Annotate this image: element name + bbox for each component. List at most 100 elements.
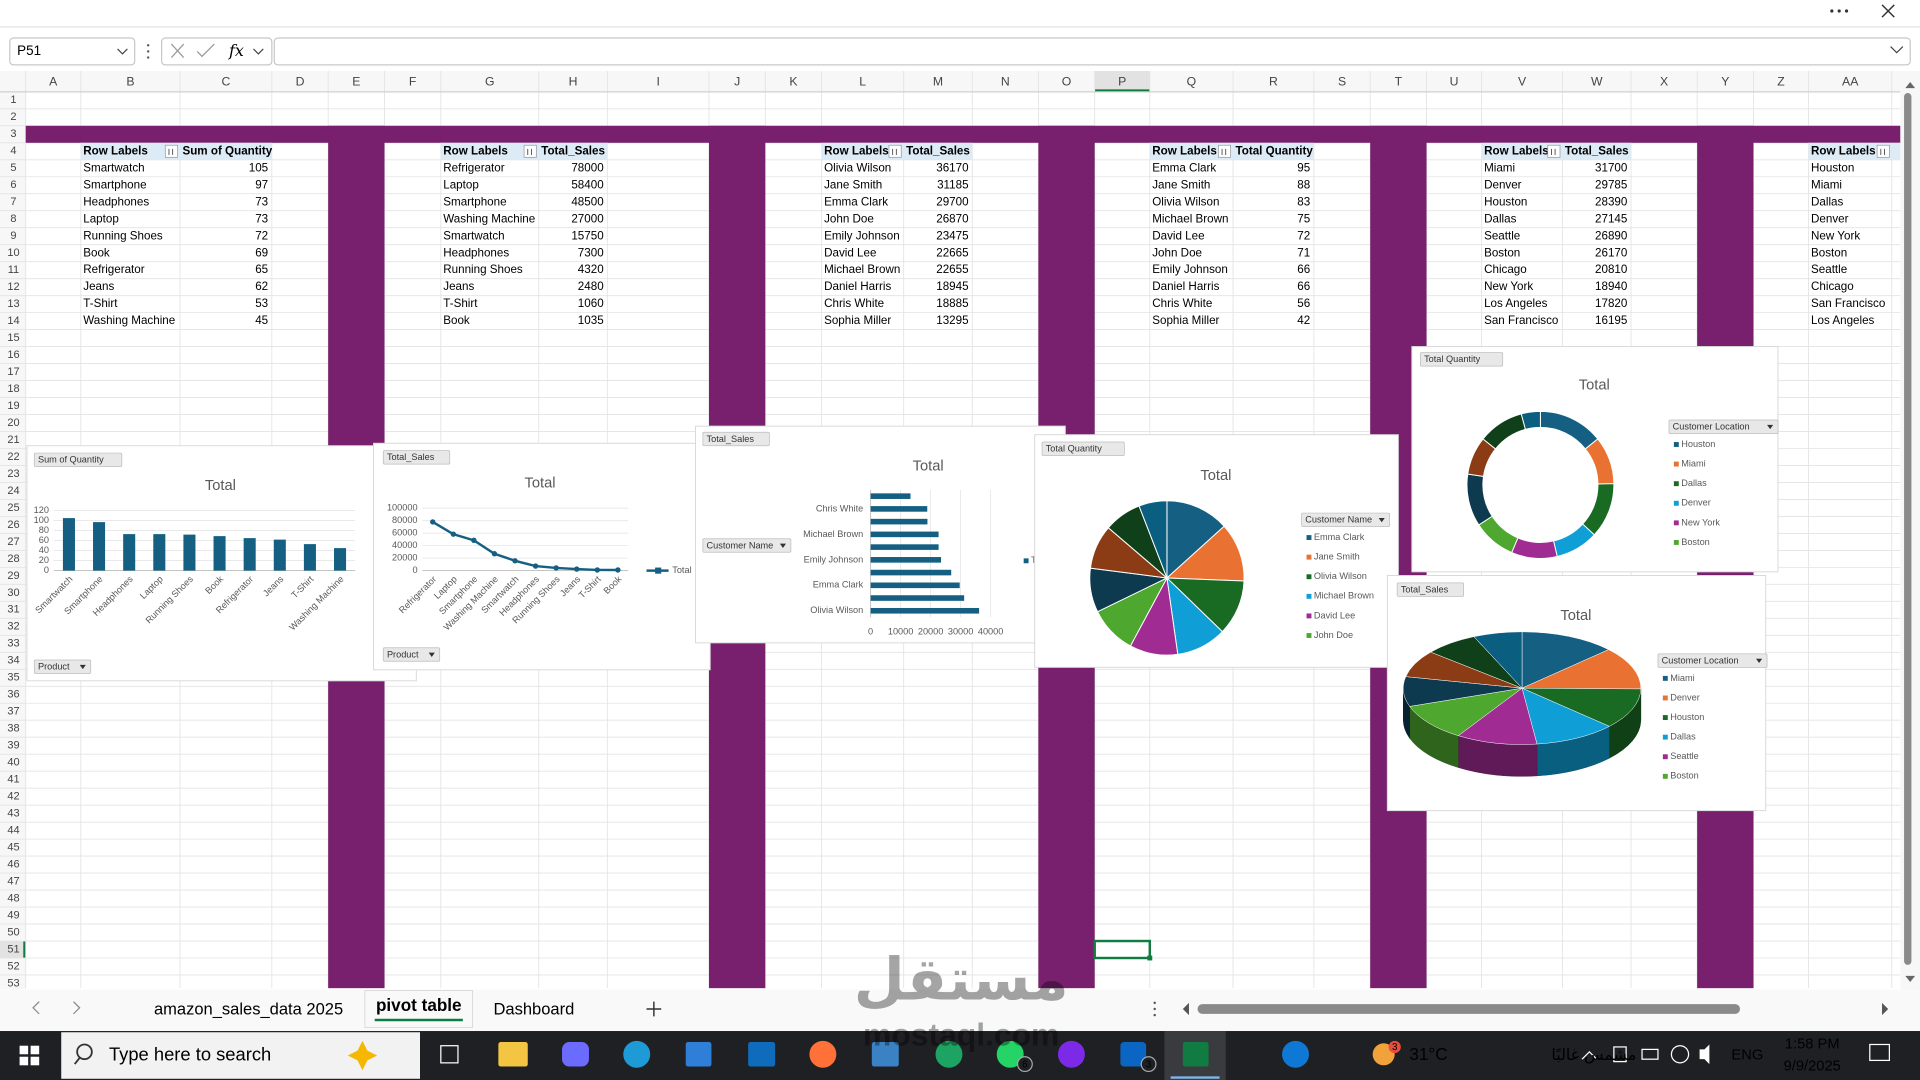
linkedin-icon[interactable] <box>1120 1042 1147 1067</box>
chrome-icon[interactable] <box>935 1040 963 1068</box>
pivot-filter-button[interactable] <box>164 144 178 158</box>
clock-date[interactable]: 9/9/2025 <box>1784 1058 1841 1074</box>
field-button[interactable] <box>1301 512 1391 527</box>
pivot-row-label: Boston <box>1484 246 1520 259</box>
pivot-value: 28390 <box>1595 195 1628 208</box>
sheet-tab[interactable]: Dashboard <box>493 1000 574 1019</box>
bar <box>870 569 952 576</box>
row-number: 30 <box>7 587 19 599</box>
pivot-filter-arrow <box>1880 148 1885 156</box>
row-number: 29 <box>7 570 19 582</box>
line-marker <box>574 566 580 572</box>
pivot-row-label: John Doe <box>824 212 874 225</box>
field-button[interactable] <box>1420 352 1504 367</box>
formula-input[interactable] <box>273 37 1911 66</box>
pivot-value: 72 <box>1297 229 1310 242</box>
field-button[interactable] <box>33 659 92 674</box>
x-tick-label: 20000 <box>918 626 944 636</box>
pivot-row-label: Dallas <box>1811 195 1843 208</box>
clock-time[interactable]: 1:58 PM <box>1785 1036 1840 1052</box>
cancel-icon[interactable] <box>170 43 185 58</box>
field-button-label: Customer Location <box>1673 422 1750 432</box>
edge-icon[interactable] <box>623 1040 651 1068</box>
firefox-icon[interactable] <box>809 1040 837 1068</box>
pivot-value: 45 <box>255 314 268 327</box>
field-button[interactable] <box>382 647 441 662</box>
column-letter: S <box>1338 74 1346 88</box>
chart-area[interactable] <box>372 442 711 671</box>
h-scroll-thumb[interactable] <box>1197 1004 1740 1014</box>
row-number: 12 <box>7 281 19 293</box>
pivot-filter-button[interactable] <box>523 144 537 158</box>
y-tick-label: 0 <box>44 565 49 575</box>
field-button[interactable] <box>1041 441 1125 456</box>
selected-cell[interactable] <box>1093 939 1152 960</box>
row-number: 4 <box>10 145 16 157</box>
row-number: 19 <box>7 400 19 412</box>
y-tick-label: 120 <box>34 505 49 515</box>
pivot-row-label: Chicago <box>1811 280 1854 293</box>
column-letter: B <box>126 74 134 88</box>
pivot-value: 62 <box>255 280 268 293</box>
search-placeholder: Type here to search <box>109 1043 271 1064</box>
pivot-row-label: Washing Machine <box>443 212 535 225</box>
fx-label[interactable]: fx <box>228 41 244 60</box>
pivot-filter-arrow <box>1551 148 1556 156</box>
column-letter: E <box>352 74 360 88</box>
pivot-filter-arrow <box>892 148 897 156</box>
pivot-filter-button[interactable] <box>1876 144 1890 158</box>
excel-icon[interactable] <box>1182 1042 1209 1067</box>
start-button[interactable] <box>19 1045 40 1066</box>
row-number: 27 <box>7 536 19 548</box>
pivot-value: 2480 <box>578 280 604 293</box>
copilot-icon[interactable] <box>562 1042 589 1067</box>
column-letter: L <box>859 74 866 88</box>
field-button[interactable] <box>33 452 123 467</box>
pivot-filter-arrow <box>527 148 532 156</box>
close-button[interactable] <box>1881 4 1895 18</box>
sheet-tab[interactable]: amazon_sales_data 2025 <box>154 1000 343 1019</box>
add-sheet[interactable] <box>646 1001 662 1017</box>
input-language[interactable]: ENG <box>1731 1047 1763 1063</box>
pivot-row-label: Miami <box>1811 178 1842 191</box>
field-button[interactable] <box>1668 419 1779 434</box>
y-tick-label: 80 <box>39 525 49 535</box>
column-letter: H <box>569 74 578 88</box>
name-box[interactable] <box>9 37 136 66</box>
explorer-icon[interactable] <box>498 1042 528 1067</box>
field-button[interactable] <box>1657 653 1768 668</box>
whatsapp-icon[interactable] <box>996 1040 1024 1068</box>
row-number: 10 <box>7 247 19 259</box>
pivot-filter-button[interactable] <box>1547 144 1561 158</box>
chart-pie: Total Quantity Total Customer Name Emma Cla… <box>1034 434 1399 668</box>
task-view[interactable] <box>440 1045 459 1064</box>
sheet-tab[interactable]: pivot table <box>376 995 462 1015</box>
pivot-value: 17820 <box>1595 297 1628 310</box>
pivot-row-label: T-Shirt <box>83 297 118 310</box>
y-tick-label: 60 <box>39 535 49 545</box>
app-icon[interactable] <box>871 1042 899 1067</box>
row-header-bg <box>0 71 26 990</box>
pivot-value: 31700 <box>1595 161 1628 174</box>
field-button-label: Total_Sales <box>387 452 435 462</box>
scroll-thumb[interactable] <box>1904 93 1912 965</box>
canva-icon[interactable] <box>1057 1040 1085 1068</box>
field-button[interactable] <box>1396 582 1464 597</box>
field-button[interactable] <box>702 538 792 553</box>
enter-icon[interactable] <box>196 43 215 58</box>
name-box-arrow[interactable] <box>117 48 128 55</box>
field-button[interactable] <box>382 450 451 465</box>
field-button-label: Product <box>38 662 70 672</box>
field-button[interactable] <box>702 431 770 447</box>
pivot-filter-button[interactable] <box>888 144 902 158</box>
outlook-icon[interactable] <box>748 1042 776 1067</box>
notifications[interactable] <box>1869 1043 1890 1062</box>
pivot-filter-button[interactable] <box>1218 144 1231 158</box>
help-icon[interactable] <box>1282 1040 1309 1068</box>
column-letter: Y <box>1721 74 1729 88</box>
store-icon[interactable] <box>685 1042 712 1067</box>
row-number: 13 <box>7 298 19 310</box>
pivot-row-label: Olivia Wilson <box>824 161 891 174</box>
row-number: 6 <box>10 179 16 191</box>
field-button-label: Customer Location <box>1662 655 1739 665</box>
